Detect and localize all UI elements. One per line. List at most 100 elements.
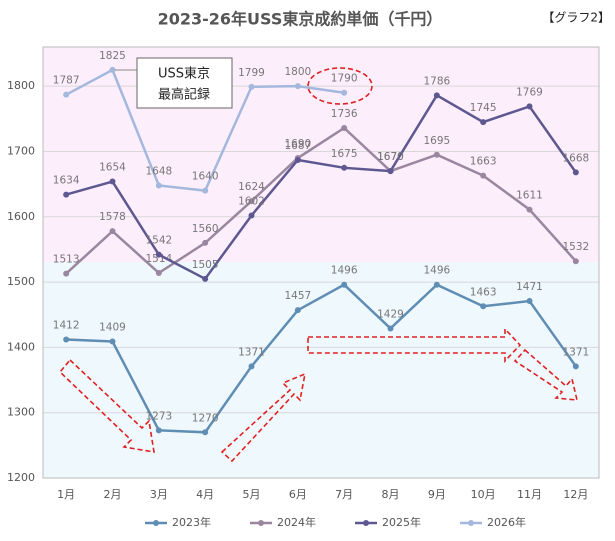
data-label: 1560	[192, 223, 219, 235]
callout-box	[136, 57, 233, 109]
data-label: 1371	[238, 346, 265, 358]
y-tick-label: 1800	[7, 79, 35, 92]
point	[341, 164, 348, 171]
x-tick-label: 8月	[382, 488, 400, 501]
data-label: 1670	[377, 151, 404, 163]
point	[109, 66, 116, 73]
point	[526, 103, 533, 110]
legend-marker	[363, 520, 369, 526]
data-label: 1457	[284, 290, 311, 302]
x-tick-label: 6月	[289, 488, 307, 501]
data-label: 1634	[53, 175, 80, 187]
point	[572, 169, 579, 176]
arrow	[513, 348, 579, 401]
y-tick-label: 1500	[7, 275, 35, 288]
data-label: 1787	[53, 75, 80, 87]
callout-text: 最高記録	[158, 87, 210, 103]
point	[155, 269, 162, 276]
point	[248, 363, 255, 370]
x-tick-label: 7月	[335, 488, 353, 501]
data-label: 1578	[99, 211, 126, 223]
legend-label: 2023年	[172, 515, 211, 529]
data-label: 1648	[145, 165, 172, 177]
data-label: 1514	[145, 253, 172, 265]
high-band	[43, 47, 599, 262]
point	[63, 91, 70, 98]
data-label: 1273	[145, 410, 172, 422]
point	[387, 168, 394, 175]
legend-label: 2024年	[277, 515, 316, 529]
data-label: 1799	[238, 67, 265, 79]
point	[202, 187, 209, 194]
point	[202, 239, 209, 246]
data-label: 1790	[331, 73, 358, 85]
point	[155, 427, 162, 434]
legend-marker	[468, 520, 474, 526]
point	[294, 307, 301, 314]
point	[387, 325, 394, 332]
x-tick-label: 2月	[104, 488, 122, 501]
data-label: 1412	[53, 320, 80, 332]
x-tick-label: 9月	[428, 488, 446, 501]
point	[526, 298, 533, 305]
y-tick-label: 1600	[7, 210, 35, 223]
point	[294, 156, 301, 163]
data-label: 1409	[99, 322, 126, 334]
point	[109, 228, 116, 235]
point	[248, 212, 255, 219]
data-label: 1745	[470, 102, 497, 114]
data-label: 1513	[53, 254, 80, 266]
series-line	[65, 126, 577, 275]
legend-label: 2025年	[382, 515, 421, 529]
data-label: 1496	[331, 265, 358, 277]
data-label: 1496	[423, 265, 450, 277]
point	[202, 275, 209, 282]
plot: 1200 1300 1400 1500 1600 1700 1800 1月 2月 3月 4月 5月 6月…	[7, 46, 600, 501]
point	[155, 182, 162, 189]
arrow	[220, 372, 307, 463]
arrow	[58, 358, 155, 453]
y-tick-label: 1400	[7, 340, 35, 353]
plot-border	[42, 46, 600, 479]
point	[63, 336, 70, 343]
point	[202, 429, 209, 436]
data-label: 1769	[516, 86, 543, 98]
data-label: 1640	[192, 171, 219, 183]
legend-marker	[258, 520, 264, 526]
arrows	[58, 67, 579, 463]
y-tick-label: 1200	[7, 471, 35, 484]
data-label: 1825	[99, 50, 126, 62]
point	[155, 251, 162, 258]
data-label: 1463	[470, 286, 497, 298]
data-label: 1687	[284, 140, 311, 152]
point	[109, 338, 116, 345]
data-label: 1602	[238, 195, 265, 207]
x-tick-label: 12月	[563, 488, 588, 501]
point	[341, 281, 348, 288]
x-tick-label: 11月	[517, 488, 542, 501]
data-label: 1654	[99, 162, 126, 174]
point	[433, 92, 440, 99]
data-label: 1371	[562, 346, 589, 358]
data-label: 1695	[423, 135, 450, 147]
x-tick-label: 3月	[150, 488, 168, 501]
data-label: 1690	[284, 138, 311, 150]
point	[433, 151, 440, 158]
point	[109, 178, 116, 185]
data-label: 1800	[284, 66, 311, 78]
point	[63, 191, 70, 198]
corner-label: 【グラフ2】	[542, 11, 610, 25]
data-label: 1270	[192, 412, 219, 424]
point	[248, 83, 255, 90]
data-label: 1611	[516, 190, 543, 202]
data-label: 1668	[562, 152, 589, 164]
point	[480, 119, 487, 126]
data-label: 1429	[377, 308, 404, 320]
point	[572, 258, 579, 265]
x-tick-label: 5月	[243, 488, 261, 501]
series-line	[65, 93, 577, 281]
point	[480, 172, 487, 179]
point	[248, 198, 255, 205]
point	[63, 270, 70, 277]
series-line	[66, 283, 577, 434]
